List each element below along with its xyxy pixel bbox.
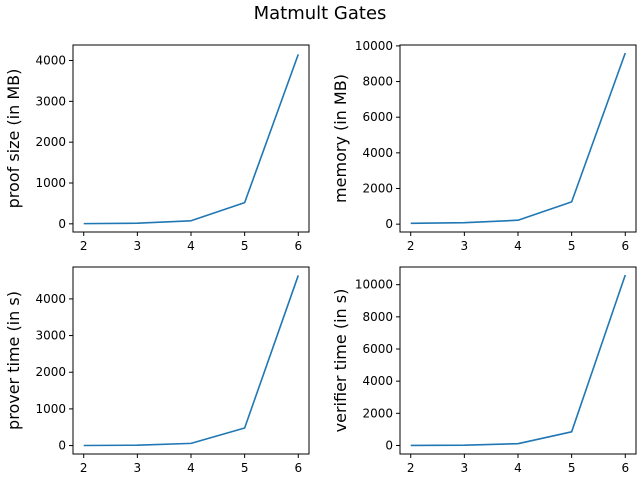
- y-tick-label: 4000: [35, 292, 66, 306]
- y-tick-label: 8000: [362, 310, 393, 324]
- x-tick-label: 5: [241, 461, 249, 475]
- x-tick-label: 4: [187, 239, 195, 253]
- y-tick-label: 2000: [362, 182, 393, 196]
- y-tick-label: 1000: [35, 176, 66, 190]
- figure-title: Matmult Gates: [254, 3, 387, 24]
- x-tick-label: 3: [461, 461, 469, 475]
- y-tick-label: 2000: [35, 135, 66, 149]
- series-line: [410, 274, 627, 447]
- y-tick-label: 6000: [362, 110, 393, 124]
- x-tick-label: 3: [134, 461, 142, 475]
- y-tick-label: 0: [58, 439, 66, 453]
- x-tick-label: 3: [134, 239, 142, 253]
- x-tick-label: 2: [407, 461, 415, 475]
- y-tick-label: 4000: [362, 374, 393, 388]
- subplot-2: 2 3 4 5 6 0 2000 4000 6000 8000 10000 memory (in MB…: [331, 39, 637, 253]
- y-tick-label: 8000: [362, 75, 393, 89]
- x-tick-label: 6: [621, 461, 629, 475]
- y-tick-label: 1000: [35, 402, 66, 416]
- y-tick-label: 10000: [355, 39, 393, 53]
- x-tick-label: 2: [80, 461, 88, 475]
- y-tick-label: 0: [385, 438, 393, 452]
- y-axis-label: memory (in MB): [331, 74, 350, 203]
- y-axis-label: proof size (in MB): [4, 69, 23, 209]
- x-tick-label: 5: [568, 461, 576, 475]
- y-axis-label: verifier time (in s): [331, 289, 350, 433]
- y-tick-label: 0: [58, 217, 66, 231]
- y-tick-label: 4000: [35, 54, 66, 68]
- subplot-1: 2 3 4 5 6 0 1000 2000 3000 4000 proof size (in MB): [4, 44, 310, 253]
- y-tick-label: 6000: [362, 342, 393, 356]
- x-tick-label: 2: [80, 239, 88, 253]
- x-tick-label: 5: [568, 239, 576, 253]
- y-tick-label: 0: [385, 217, 393, 231]
- x-tick-label: 6: [294, 461, 302, 475]
- axes-frame: [399, 44, 637, 233]
- axes-frame: [72, 266, 310, 455]
- x-tick-label: 4: [514, 461, 522, 475]
- x-tick-label: 3: [461, 239, 469, 253]
- y-tick-label: 10000: [355, 278, 393, 292]
- x-tick-label: 4: [514, 239, 522, 253]
- y-tick-label: 3000: [35, 329, 66, 343]
- series-line: [83, 54, 300, 225]
- y-axis-label: prover time (in s): [4, 291, 23, 430]
- x-tick-label: 6: [621, 239, 629, 253]
- x-tick-label: 5: [241, 239, 249, 253]
- x-tick-label: 4: [187, 461, 195, 475]
- x-tick-label: 6: [294, 239, 302, 253]
- axes-frame: [399, 266, 637, 455]
- y-tick-label: 2000: [362, 406, 393, 420]
- subplot-4: 2 3 4 5 6 0 2000 4000 6000 8000 10000 verifier time…: [331, 266, 637, 475]
- series-line: [83, 275, 300, 447]
- y-tick-label: 4000: [362, 146, 393, 160]
- y-tick-label: 3000: [35, 94, 66, 108]
- axes-frame: [72, 44, 310, 233]
- series-line: [410, 52, 627, 225]
- subplot-3: 2 3 4 5 6 0 1000 2000 3000 4000 prover time (in s): [4, 266, 310, 475]
- y-tick-label: 2000: [35, 365, 66, 379]
- x-tick-label: 2: [407, 239, 415, 253]
